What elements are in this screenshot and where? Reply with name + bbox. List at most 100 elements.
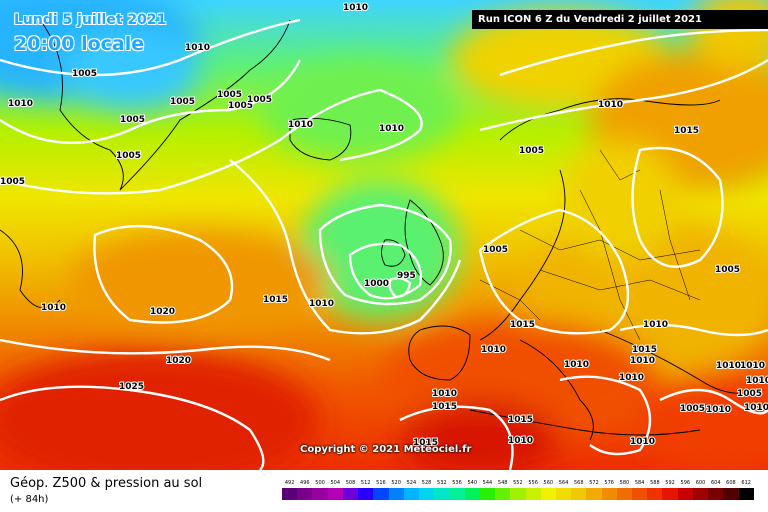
scale-swatch: [510, 488, 526, 500]
model-run-label: Run ICON 6 Z du Vendredi 2 juillet 2021: [472, 10, 768, 29]
scale-value-label: 580: [619, 480, 630, 486]
scale-swatch: [495, 488, 511, 500]
scale-swatch: [723, 488, 739, 500]
scale-value-label: 564: [558, 480, 569, 486]
color-scale-labels: 492 496 500 504 508 512 516 520 524 528 532 536 540 5…: [282, 478, 754, 488]
scale-swatch: [555, 488, 572, 500]
pressure-label: 1010: [630, 356, 655, 366]
pressure-label: 1010: [8, 99, 33, 109]
weather-map: 1010 1005 1010 1005 1005 1005 1005 1010 …: [0, 0, 768, 470]
scale-value-label: 552: [513, 480, 523, 486]
pressure-label: 1005: [737, 389, 762, 399]
scale-value-label: 504: [330, 480, 341, 486]
pressure-label: 1010: [706, 405, 731, 415]
scale-swatch: [449, 488, 465, 500]
scale-swatch: [632, 488, 648, 500]
pressure-label: 1015: [508, 415, 533, 425]
pressure-label: 1005: [116, 151, 141, 161]
pressure-label: 1005: [228, 101, 253, 111]
scale-swatch: [586, 488, 602, 500]
pressure-label: 1020: [150, 307, 175, 317]
scale-swatch: [647, 488, 663, 500]
scale-swatch: [388, 488, 404, 500]
scale-swatch: [662, 488, 678, 500]
pressure-label: 1020: [166, 356, 191, 366]
scale-value-label: 536: [452, 480, 462, 486]
scale-swatch: [282, 488, 298, 500]
pressure-label: 1015: [510, 320, 535, 330]
scale-value-label: 556: [528, 480, 538, 486]
forecast-date: Lundi 5 juillet 2021: [14, 12, 167, 28]
pressure-label: 1010: [716, 361, 741, 371]
coastlines: [0, 19, 761, 441]
scale-value-label: 568: [573, 480, 584, 486]
pressure-labels: 1010 1005 1010 1005 1005 1005 1005 1010 …: [0, 2, 768, 449]
pressure-label: 1010: [746, 376, 768, 386]
pressure-label: 1010: [185, 43, 210, 53]
scale-value-label: 572: [589, 480, 599, 486]
pressure-label: 1010: [432, 389, 457, 399]
scale-swatch: [540, 488, 556, 500]
pressure-label: 1015: [432, 402, 457, 412]
scale-value-label: 528: [421, 480, 432, 486]
pressure-label: 1010: [740, 361, 765, 371]
pressure-label: 995: [397, 271, 416, 281]
legend-title: Géop. Z500 & pression au sol: [10, 476, 203, 491]
scale-value-label: 604: [710, 480, 721, 486]
scale-swatch: [525, 488, 541, 500]
scale-swatch: [403, 488, 419, 500]
pressure-label: 1005: [519, 146, 544, 156]
legend-subtitle: (+ 84h): [10, 494, 49, 505]
color-scale: 492 496 500 504 508 512 516 520 524 528 532 536 540 5…: [282, 478, 754, 500]
scale-swatch: [692, 488, 709, 500]
scale-value-label: 548: [497, 480, 508, 486]
pressure-label: 1010: [598, 100, 623, 110]
pressure-label: 1005: [247, 95, 272, 105]
scale-value-label: 600: [695, 480, 706, 486]
scale-swatch: [464, 488, 480, 500]
scale-swatch: [312, 488, 328, 500]
scale-value-label: 576: [604, 480, 614, 486]
pressure-label: 1005: [120, 115, 145, 125]
scale-swatch: [738, 488, 754, 500]
scale-swatch: [571, 488, 587, 500]
pressure-label: 1010: [619, 373, 644, 383]
scale-value-label: 544: [482, 480, 493, 486]
pressure-label: 1015: [674, 126, 699, 136]
pressure-label: 1010: [343, 3, 368, 13]
scale-swatch: [708, 488, 724, 500]
pressure-label: 1010: [309, 299, 334, 309]
pressure-label: 1005: [170, 97, 195, 107]
scale-swatch: [479, 488, 496, 500]
pressure-label: 1010: [744, 403, 768, 413]
scale-value-label: 612: [741, 480, 751, 486]
color-scale-swatches: [282, 488, 754, 500]
scale-swatch: [342, 488, 359, 500]
pressure-label: 1010: [643, 320, 668, 330]
pressure-label: 1005: [680, 404, 705, 414]
scale-swatch: [601, 488, 617, 500]
pressure-label: 1015: [413, 438, 438, 448]
pressure-label: 1005: [0, 177, 25, 187]
scale-value-label: 496: [300, 480, 310, 486]
scale-value-label: 588: [650, 480, 660, 486]
scale-swatch: [327, 488, 343, 500]
scale-value-label: 520: [391, 480, 401, 486]
pressure-label: 1025: [119, 382, 144, 392]
scale-swatch: [677, 488, 693, 500]
pressure-label: 1010: [379, 124, 404, 134]
scale-value-label: 516: [376, 480, 386, 486]
scale-value-label: 512: [360, 480, 371, 486]
pressure-label: 1005: [483, 245, 508, 255]
scale-value-label: 524: [406, 480, 417, 486]
pressure-label: 1010: [630, 437, 655, 447]
scale-value-label: 508: [345, 480, 356, 486]
borders: [479, 149, 701, 341]
scale-swatch: [373, 488, 389, 500]
scale-value-label: 532: [437, 480, 447, 486]
pressure-label: 1015: [632, 345, 657, 355]
scale-value-label: 500: [315, 480, 325, 486]
scale-value-label: 592: [665, 480, 675, 486]
scale-swatch: [434, 488, 450, 500]
forecast-local-time: 20:00 locale: [14, 33, 145, 55]
